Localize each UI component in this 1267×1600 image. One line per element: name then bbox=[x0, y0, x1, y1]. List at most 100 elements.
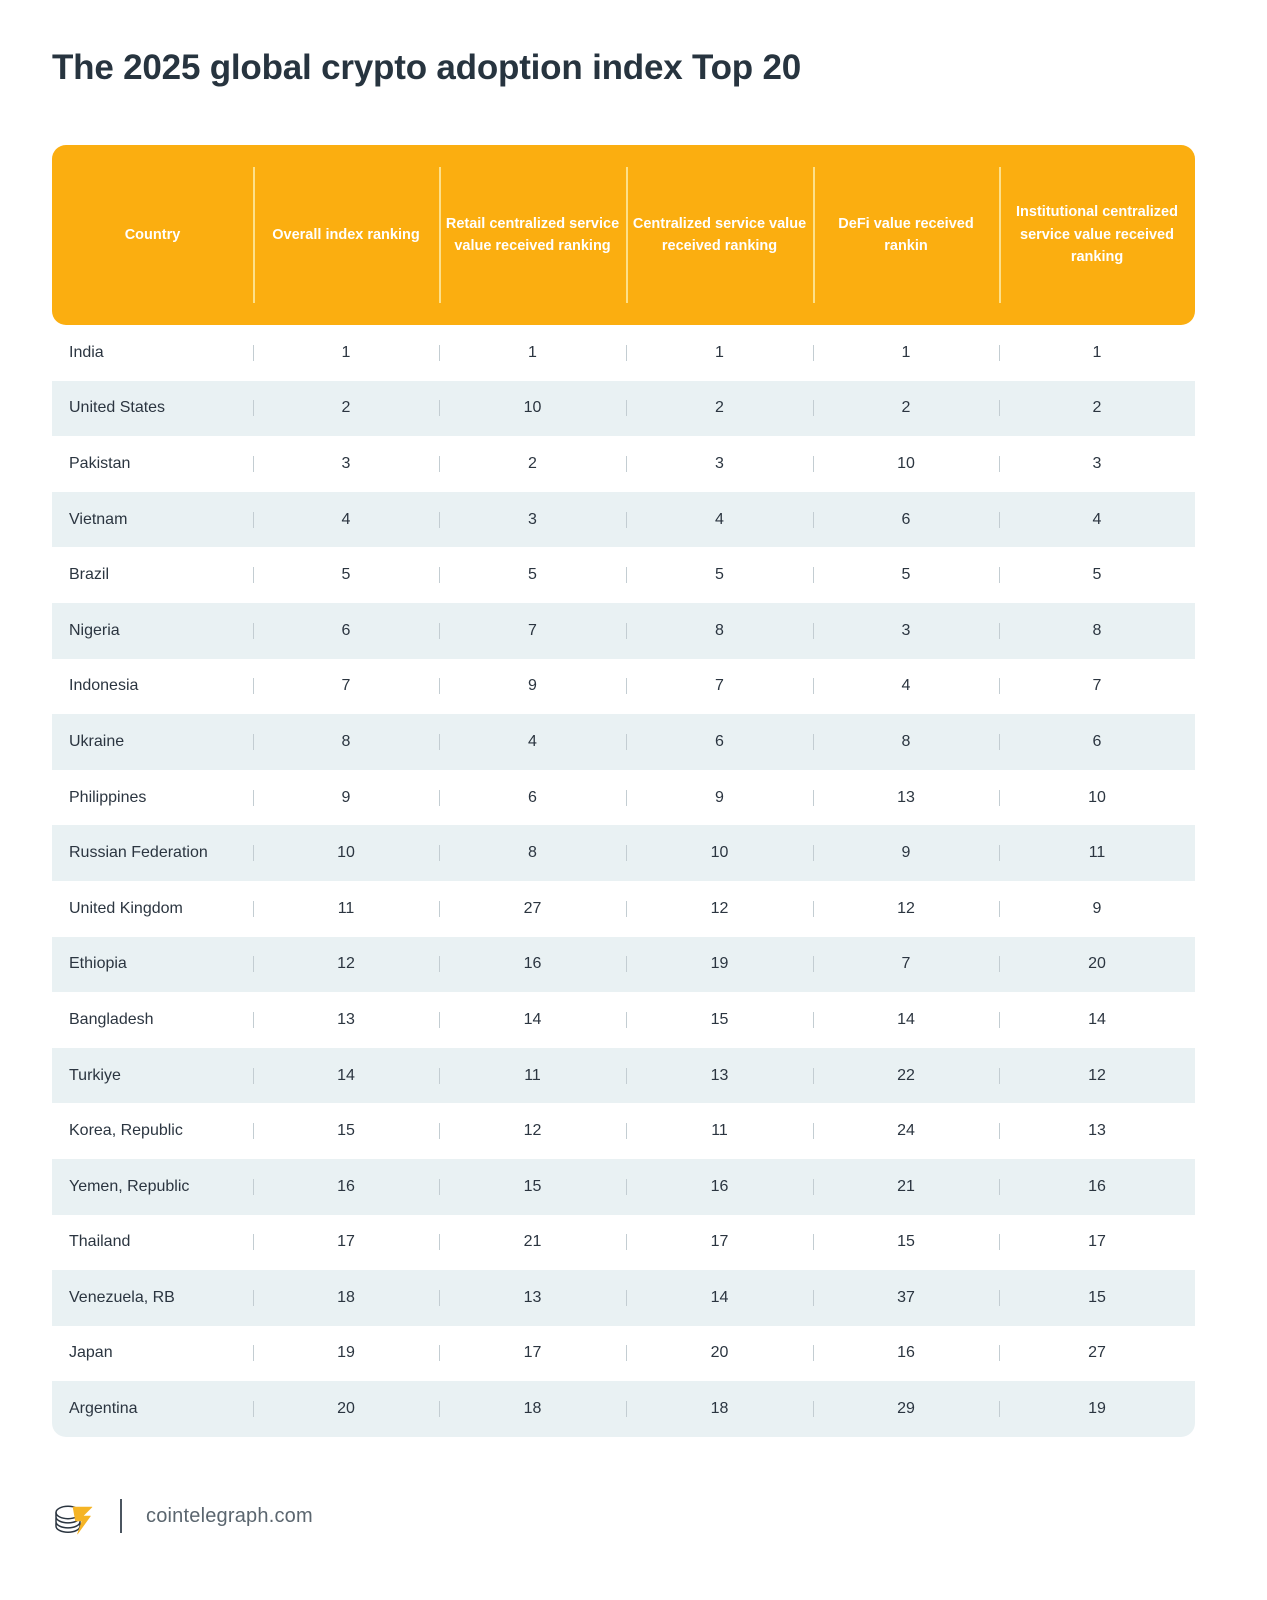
cell-retail-centralized: 5 bbox=[439, 547, 626, 603]
footer-site-label[interactable]: cointelegraph.com bbox=[146, 1504, 313, 1527]
table-row[interactable]: Japan 19 17 20 16 27 bbox=[52, 1325, 1195, 1382]
table-row[interactable]: Yemen, Republic 16 15 16 21 16 bbox=[52, 1158, 1195, 1215]
footer-divider bbox=[120, 1499, 122, 1533]
cell-country: Indonesia bbox=[69, 677, 139, 695]
cell-centralized: 19 bbox=[626, 937, 813, 993]
table-row[interactable]: Indonesia 7 9 7 4 7 bbox=[52, 658, 1195, 715]
cell-centralized: 4 bbox=[626, 492, 813, 548]
table-row[interactable]: Philippines 9 6 9 13 10 bbox=[52, 769, 1195, 826]
cell-country: Korea, Republic bbox=[69, 1122, 183, 1140]
column-header-centralized[interactable]: Centralized service value received ranki… bbox=[626, 145, 813, 325]
cell-institutional: 10 bbox=[999, 770, 1195, 826]
cell-centralized: 10 bbox=[626, 825, 813, 881]
cell-retail-centralized: 4 bbox=[439, 714, 626, 770]
cell-country: Yemen, Republic bbox=[69, 1177, 190, 1195]
cell-institutional: 3 bbox=[999, 436, 1195, 492]
cell-overall-index: 5 bbox=[253, 547, 439, 603]
page-title: The 2025 global crypto adoption index To… bbox=[52, 48, 801, 87]
cell-country: Brazil bbox=[69, 566, 110, 584]
cell-defi: 13 bbox=[813, 770, 999, 826]
cell-centralized: 5 bbox=[626, 547, 813, 603]
table-row[interactable]: Pakistan 3 2 3 10 3 bbox=[52, 436, 1195, 492]
cell-country: Nigeria bbox=[69, 621, 120, 639]
crypto-adoption-index-table: Country Overall index ranking Retail cen… bbox=[52, 145, 1195, 1437]
cell-overall-index: 6 bbox=[253, 603, 439, 659]
table-header-row: Country Overall index ranking Retail cen… bbox=[52, 145, 1195, 325]
cell-overall-index: 3 bbox=[253, 436, 439, 492]
table-row[interactable]: Vietnam 4 3 4 6 4 bbox=[52, 491, 1195, 548]
cell-retail-centralized: 10 bbox=[439, 381, 626, 437]
cell-country: United Kingdom bbox=[69, 899, 183, 917]
cell-overall-index: 7 bbox=[253, 659, 439, 715]
cell-institutional: 8 bbox=[999, 603, 1195, 659]
cell-institutional: 27 bbox=[999, 1326, 1195, 1382]
cell-retail-centralized: 8 bbox=[439, 825, 626, 881]
table-row[interactable]: Thailand 17 21 17 15 17 bbox=[52, 1214, 1195, 1271]
cell-centralized: 13 bbox=[626, 1048, 813, 1104]
cell-defi: 14 bbox=[813, 992, 999, 1048]
column-header-country[interactable]: Country bbox=[124, 226, 181, 243]
cell-overall-index: 10 bbox=[253, 825, 439, 881]
cell-country: Japan bbox=[69, 1344, 113, 1362]
cell-defi: 4 bbox=[813, 659, 999, 715]
table-row[interactable]: Venezuela, RB 18 13 14 37 15 bbox=[52, 1270, 1195, 1326]
cell-retail-centralized: 21 bbox=[439, 1215, 626, 1271]
table-row[interactable]: Argentina 20 18 18 29 19 bbox=[52, 1381, 1195, 1437]
table-row[interactable]: Bangladesh 13 14 15 14 14 bbox=[52, 992, 1195, 1048]
cell-country: Ethiopia bbox=[69, 955, 127, 973]
cell-centralized: 2 bbox=[626, 381, 813, 437]
cell-country: Turkiye bbox=[69, 1066, 121, 1084]
cell-centralized: 8 bbox=[626, 603, 813, 659]
table-row[interactable]: Russian Federation 10 8 10 9 11 bbox=[52, 825, 1195, 881]
cell-retail-centralized: 15 bbox=[439, 1159, 626, 1215]
cell-institutional: 5 bbox=[999, 547, 1195, 603]
cell-overall-index: 1 bbox=[253, 325, 439, 381]
cell-centralized: 3 bbox=[626, 436, 813, 492]
column-header-institutional[interactable]: Institutional centralized service value … bbox=[999, 145, 1195, 325]
cell-centralized: 6 bbox=[626, 714, 813, 770]
cell-country: Argentina bbox=[69, 1400, 138, 1418]
cell-country: Venezuela, RB bbox=[69, 1288, 175, 1306]
table-row[interactable]: Brazil 5 5 5 5 5 bbox=[52, 547, 1195, 603]
cell-country: Pakistan bbox=[69, 454, 131, 472]
cell-retail-centralized: 1 bbox=[439, 325, 626, 381]
cell-centralized: 20 bbox=[626, 1326, 813, 1382]
column-header-retail-centralized[interactable]: Retail centralized service value receive… bbox=[439, 145, 626, 325]
cell-retail-centralized: 12 bbox=[439, 1103, 626, 1159]
cell-centralized: 17 bbox=[626, 1215, 813, 1271]
cell-centralized: 12 bbox=[626, 881, 813, 937]
cell-institutional: 19 bbox=[999, 1381, 1195, 1437]
table-row[interactable]: India 1 1 1 1 1 bbox=[52, 325, 1195, 381]
table-row[interactable]: Korea, Republic 15 12 11 24 13 bbox=[52, 1103, 1195, 1159]
table-row[interactable]: United States 2 10 2 2 2 bbox=[52, 380, 1195, 437]
cell-overall-index: 11 bbox=[253, 881, 439, 937]
cell-defi: 15 bbox=[813, 1215, 999, 1271]
cell-institutional: 2 bbox=[999, 381, 1195, 437]
table-row[interactable]: Nigeria 6 7 8 3 8 bbox=[52, 602, 1195, 659]
column-header-overall-index[interactable]: Overall index ranking bbox=[253, 145, 439, 325]
cell-institutional: 14 bbox=[999, 992, 1195, 1048]
table-row[interactable]: Ethiopia 12 16 19 7 20 bbox=[52, 936, 1195, 993]
cell-centralized: 15 bbox=[626, 992, 813, 1048]
column-header-defi[interactable]: DeFi value received rankin bbox=[813, 145, 999, 325]
cell-country: Bangladesh bbox=[69, 1010, 154, 1028]
cell-retail-centralized: 13 bbox=[439, 1270, 626, 1326]
cell-defi: 8 bbox=[813, 714, 999, 770]
table-row[interactable]: Ukraine 8 4 6 8 6 bbox=[52, 714, 1195, 770]
cell-retail-centralized: 14 bbox=[439, 992, 626, 1048]
cell-defi: 7 bbox=[813, 937, 999, 993]
cell-retail-centralized: 27 bbox=[439, 881, 626, 937]
cell-defi: 1 bbox=[813, 325, 999, 381]
footer: cointelegraph.com bbox=[52, 1490, 313, 1542]
cell-overall-index: 9 bbox=[253, 770, 439, 826]
cell-institutional: 20 bbox=[999, 937, 1195, 993]
cell-defi: 9 bbox=[813, 825, 999, 881]
cell-overall-index: 14 bbox=[253, 1048, 439, 1104]
cell-institutional: 16 bbox=[999, 1159, 1195, 1215]
cell-centralized: 16 bbox=[626, 1159, 813, 1215]
cell-institutional: 1 bbox=[999, 325, 1195, 381]
table-row[interactable]: United Kingdom 11 27 12 12 9 bbox=[52, 880, 1195, 937]
cell-institutional: 15 bbox=[999, 1270, 1195, 1326]
table-row[interactable]: Turkiye 14 11 13 22 12 bbox=[52, 1047, 1195, 1104]
